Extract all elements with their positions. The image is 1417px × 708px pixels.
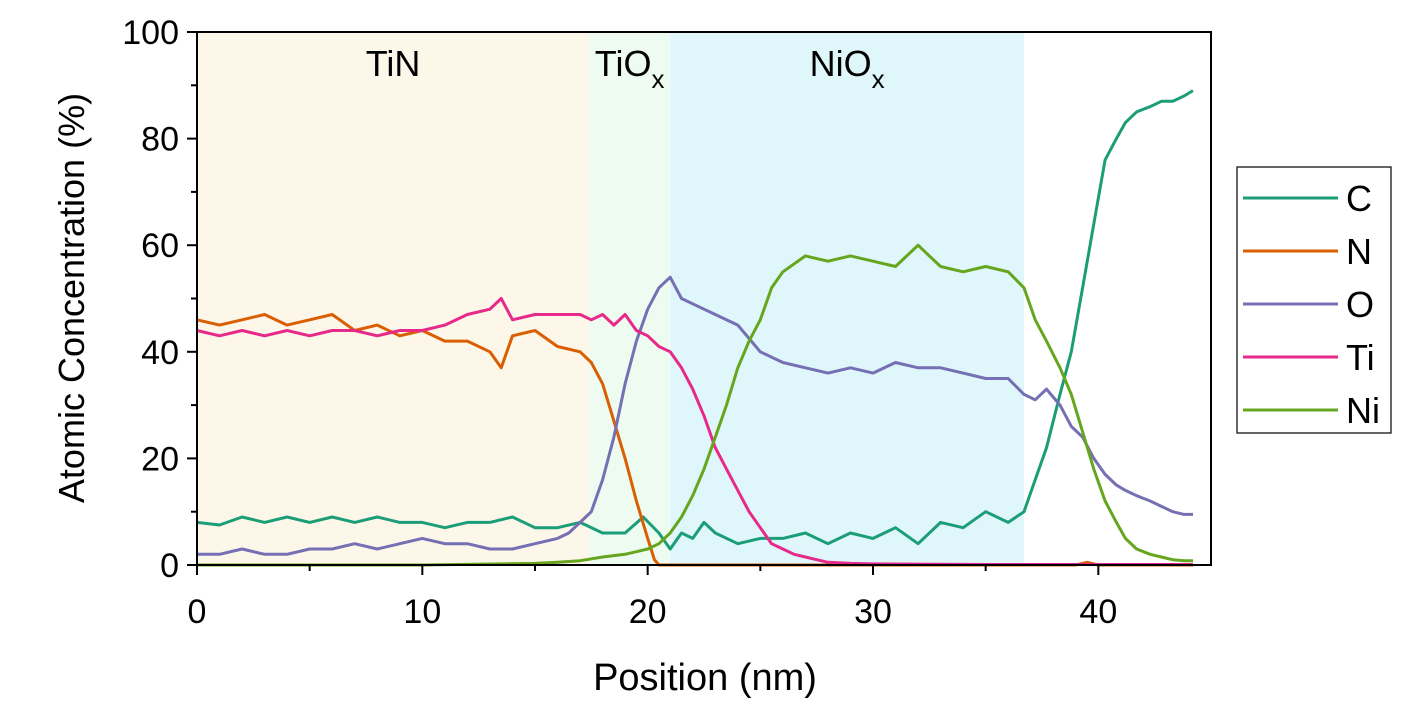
region-label-text: NiO	[810, 43, 872, 84]
y-tick-label: 0	[160, 547, 179, 585]
region-label-subscript: x	[651, 64, 664, 94]
series-line-ti	[196, 297, 1193, 566]
x-tick-label: 20	[629, 593, 667, 631]
y-axis-label: Atomic Concentration (%)	[51, 93, 92, 503]
region-label-2: NiOx	[810, 43, 885, 94]
region-label-0: TiN	[366, 43, 421, 84]
legend-label-c: C	[1346, 178, 1372, 219]
legend-label-ti: Ti	[1346, 337, 1375, 378]
legend-label-ni: Ni	[1346, 390, 1380, 431]
legend-label-n: N	[1346, 231, 1372, 272]
region-band-2	[670, 32, 1024, 565]
legend-label-o: O	[1346, 284, 1374, 325]
y-axis-ticks: 0 20 40 60 80 100	[122, 14, 197, 585]
region-label-subscript: x	[872, 64, 885, 94]
y-tick-label: 60	[141, 227, 179, 265]
legend-box	[1236, 166, 1392, 434]
region-labels: TiN TiOx NiOx	[366, 43, 885, 94]
region-label-1: TiOx	[595, 43, 665, 94]
series-line-ni	[197, 243, 1193, 567]
x-tick-label: 40	[1079, 593, 1117, 631]
x-tick-label: 10	[403, 593, 441, 631]
x-tick-label: 30	[854, 593, 892, 631]
y-tick-label: 80	[141, 121, 179, 159]
region-band-0	[197, 32, 590, 565]
region-label-text: TiO	[595, 43, 652, 84]
layer-regions	[197, 32, 1024, 565]
x-axis-label: Position (nm)	[593, 657, 817, 699]
series-line-c	[196, 89, 1194, 551]
x-axis-ticks: 0 10 20 30 40	[188, 565, 1117, 631]
y-tick-label: 20	[141, 440, 179, 478]
y-tick-label: 40	[141, 334, 179, 372]
region-label-text: TiN	[366, 43, 421, 84]
y-tick-label: 100	[122, 14, 179, 52]
legend: CNO Ti Ni	[1236, 166, 1392, 434]
x-tick-label: 0	[188, 593, 207, 631]
series-lines	[196, 89, 1194, 567]
